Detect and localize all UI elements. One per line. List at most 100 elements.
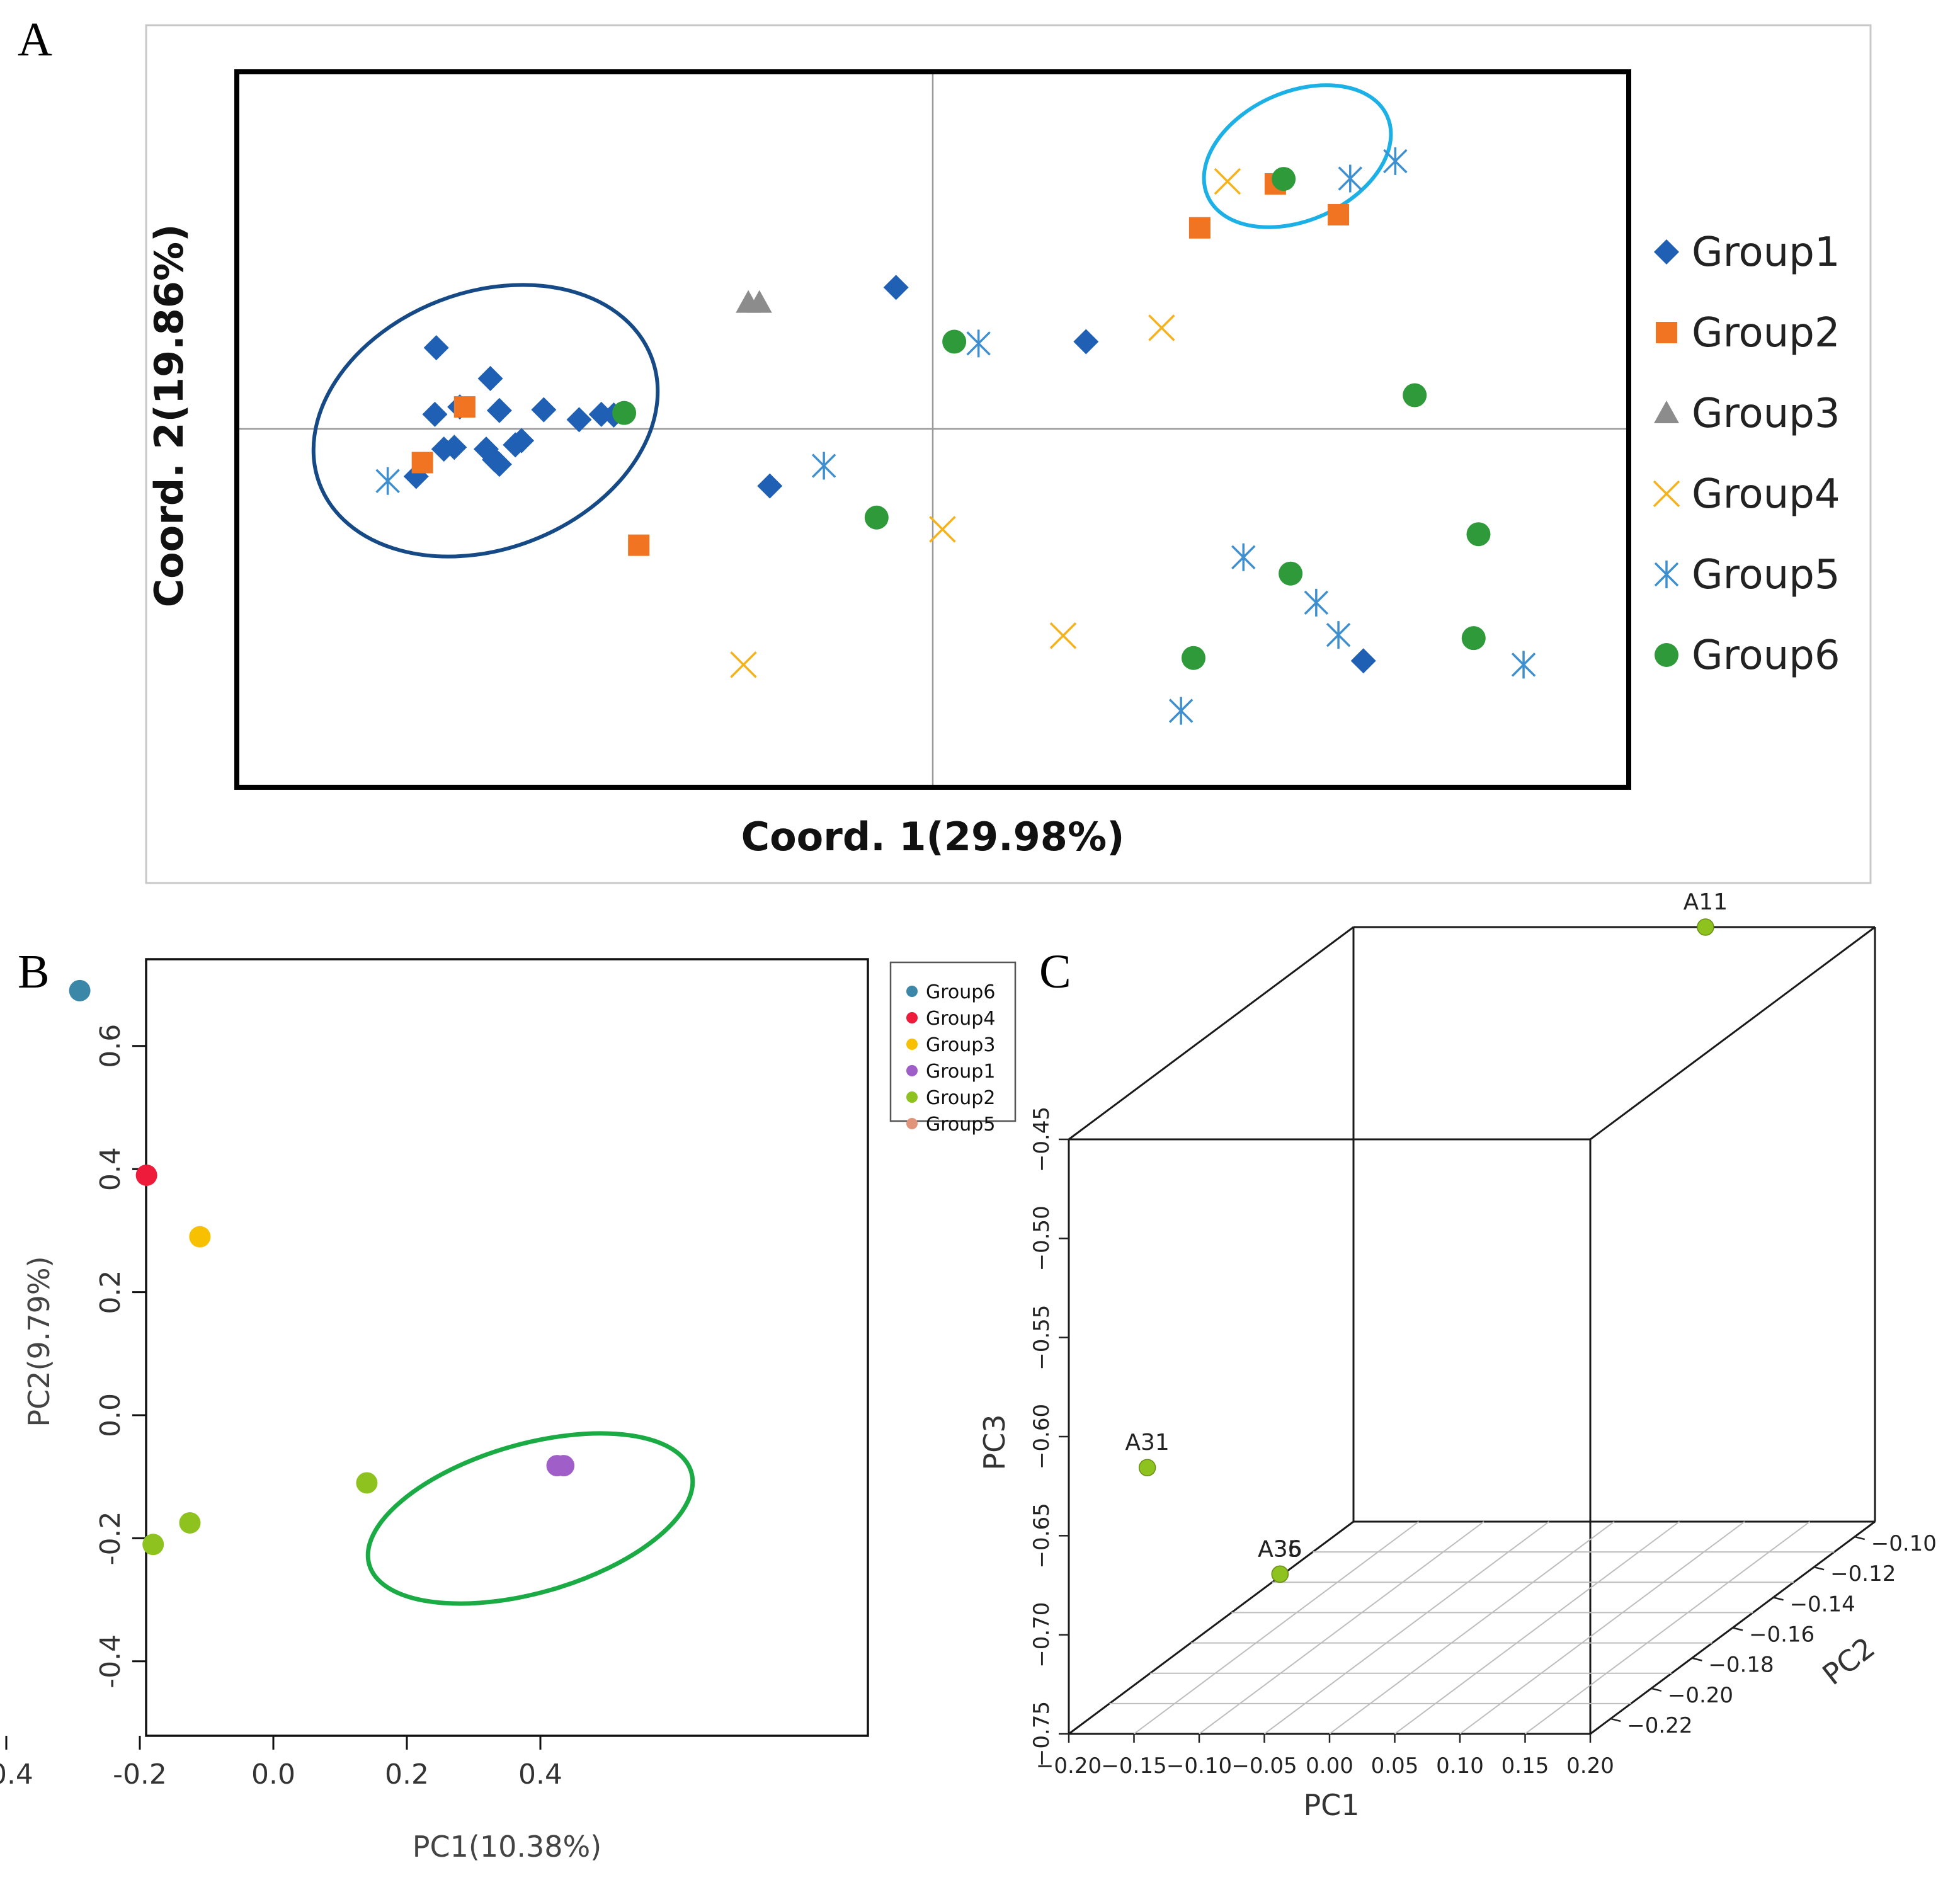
- panel-c-pc3-tick-label: −0.60: [1029, 1404, 1054, 1469]
- panel-c-pc3-tick-label: −0.45: [1029, 1107, 1054, 1172]
- panel-a-point-group6: [1181, 646, 1205, 670]
- panel-b-legend-marker-group2: [906, 1091, 918, 1103]
- panel-b-point-group1: [553, 1455, 575, 1477]
- panel-a-point-group6: [1461, 626, 1486, 651]
- panel-a-point-group5: [1383, 147, 1408, 175]
- panel-b-point-group2: [142, 1534, 164, 1556]
- panel-a-legend-marker-group2: [1656, 322, 1677, 343]
- panel-a-legend-marker-group5: [1654, 561, 1679, 588]
- panel-c-pc1-tick-label: 0.10: [1436, 1753, 1484, 1779]
- panel-c-pc3-tick-label: −0.65: [1029, 1503, 1054, 1568]
- panel-a-legend-marker-group6: [1655, 643, 1678, 667]
- panel-c-pc1-tick-label: 0.00: [1306, 1753, 1353, 1779]
- panel-c-pc2-tick: [1651, 1687, 1662, 1692]
- panel-a-point-group1: [477, 366, 503, 392]
- panel-b-legend-label-group3: Group3: [926, 1034, 995, 1056]
- panel-a-legend-label-group5: Group5: [1692, 552, 1840, 598]
- panel-b-point-group6: [69, 979, 91, 1001]
- panel-a-point-group2: [453, 396, 476, 418]
- panel-a-point-group4: [1148, 314, 1175, 341]
- panel-b-point-group2: [356, 1472, 378, 1494]
- panel-b-legend-label-group6: Group6: [926, 981, 995, 1003]
- panel-c-3d-box: [1068, 926, 1876, 1735]
- panel-a-point-group4: [1049, 622, 1077, 649]
- panel-b-legend-label-group2: Group2: [926, 1087, 995, 1109]
- panel-a-point-group1: [509, 428, 535, 453]
- panel-c-point-label-a11: A11: [1684, 889, 1728, 915]
- panel-a-ellipse-left: [311, 283, 660, 559]
- panel-letter-a: A: [18, 13, 52, 66]
- panel-b-legend-marker-group6: [906, 986, 918, 997]
- panel-a-legend-label-group4: Group4: [1692, 471, 1840, 518]
- panel-a-point-group6: [1272, 167, 1296, 191]
- panel-a-point-group1: [883, 275, 909, 300]
- panel-a-point-group6: [1403, 383, 1427, 407]
- panel-a-legend-marker-group1: [1654, 239, 1679, 265]
- panel-c-grid-line: [1394, 1521, 1680, 1735]
- panel-c-pc1-tick-label: −0.20: [1036, 1753, 1102, 1779]
- panel-b-y-tick-label: 0.4: [94, 1147, 127, 1191]
- panel-a-legend-label-group3: Group3: [1692, 390, 1840, 437]
- panel-c-pc2-tick-label: −0.12: [1830, 1561, 1896, 1587]
- panel-b-x-tick-label: 0.4: [518, 1758, 562, 1791]
- panel-a-point-group6: [1279, 561, 1303, 586]
- panel-a-point-group5: [1168, 697, 1194, 725]
- panel-c-grid-line: [1133, 1521, 1420, 1735]
- panel-a-point-group1: [1350, 648, 1376, 674]
- panel-b-legend-label-group1: Group1: [926, 1061, 995, 1083]
- panel-a-point-group1: [588, 401, 614, 427]
- panel-c-point-a31: [1138, 1459, 1156, 1476]
- panel-a-legend-marker-group3: [1654, 401, 1679, 423]
- panel-c-pc1-tick-label: −0.10: [1166, 1753, 1232, 1779]
- panel-a-point-group1: [442, 435, 467, 460]
- panel-a-point-group6: [612, 401, 637, 425]
- panel-c-pc2-tick-label: −0.20: [1668, 1683, 1733, 1708]
- panel-a-point-group5: [811, 452, 836, 480]
- panel-c-box-edge: [1068, 926, 1354, 1141]
- panel-a-point-group6: [1466, 522, 1491, 547]
- panel-c-pc3-tick-label: −0.70: [1029, 1602, 1054, 1668]
- panel-a-point-group1: [422, 401, 448, 427]
- panel-b-y-axis-label: PC2(9.79%): [22, 1256, 56, 1427]
- panel-b-legend-label-group4: Group4: [926, 1008, 995, 1030]
- panel-a-point-group6: [942, 329, 967, 354]
- panel-b-point-group3: [189, 1226, 211, 1248]
- panel-a-x-axis-label: Coord. 1(29.98%): [741, 814, 1125, 860]
- panel-a-point-group1: [486, 397, 512, 423]
- panel-c-ticks: −0.20 −0.15 −0.10 −0.05 0.00 0.05 0.10 0.15 0.20…: [1029, 1107, 1937, 1779]
- panel-a-point-group5: [1231, 543, 1256, 571]
- panel-a: A Coord. 1(29.98%) Coord. 2(19.86%) Grou…: [18, 13, 1872, 884]
- panel-c-grid-line: [1524, 1521, 1811, 1735]
- panel-a-point-group1: [1073, 329, 1099, 355]
- panel-c-grid-line: [1263, 1521, 1550, 1735]
- panel-a-ellipse-right: [1202, 83, 1393, 229]
- panel-b: B -0.4-0.20.00.20.4-0.4-0.20.00.20.40.6 …: [0, 945, 1017, 1864]
- panel-a-point-group6: [864, 505, 889, 530]
- panel-b-plot-area: [145, 958, 869, 1737]
- panel-c-pc3-tick-label: −0.75: [1029, 1701, 1054, 1767]
- panel-c-pc2-tick-label: −0.14: [1790, 1592, 1855, 1617]
- panel-c-pc3-tick-label: −0.50: [1029, 1205, 1054, 1271]
- panel-c-pc2-tick: [1854, 1535, 1866, 1541]
- panel-b-legend-marker-group4: [906, 1012, 918, 1023]
- panel-a-point-group1: [566, 407, 592, 433]
- panel-b-point-group4: [135, 1164, 157, 1186]
- panel-c-pc1-tick-label: −0.05: [1231, 1753, 1297, 1779]
- panel-a-point-group2: [1328, 203, 1350, 225]
- panel-a-legend-label-group1: Group1: [1692, 229, 1840, 276]
- panel-c-pc2-tick-label: −0.16: [1749, 1622, 1815, 1648]
- panel-a-point-group3: [746, 290, 772, 313]
- panel-c-box-edge: [1068, 1520, 1354, 1735]
- panel-c-pc1-tick-label: 0.05: [1371, 1753, 1419, 1779]
- panel-c-point-a11: [1697, 918, 1714, 936]
- panel-a-point-group1: [757, 473, 783, 499]
- panel-c-pc2-tick-label: −0.18: [1708, 1653, 1774, 1678]
- panel-a-point-group5: [966, 329, 991, 358]
- panel-c-pc2-tick: [1732, 1627, 1743, 1631]
- panel-b-y-tick-label: 0.0: [94, 1393, 127, 1437]
- panel-b-x-tick-label: 0.0: [251, 1758, 295, 1791]
- panel-b-axes: -0.4 -0.2 0.0 0.2 0.4 -0.4 -0.2 0.0 0.2 0.4 0.6: [0, 1024, 562, 1791]
- panel-c-grid-line: [1459, 1521, 1745, 1735]
